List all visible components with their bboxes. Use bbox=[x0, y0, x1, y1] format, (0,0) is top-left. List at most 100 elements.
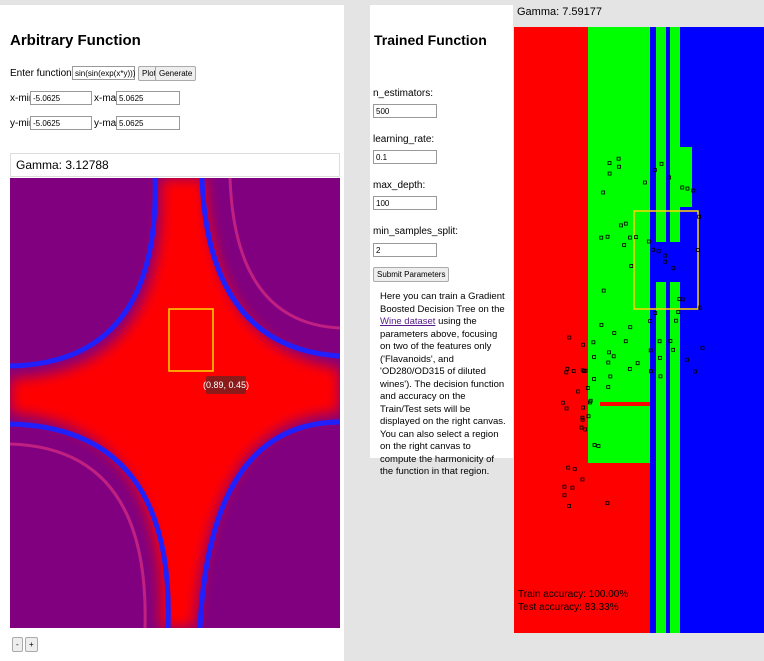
text: using the parameters above, focusing on … bbox=[380, 316, 506, 477]
label: max_depth: bbox=[373, 180, 426, 191]
point bbox=[617, 164, 621, 169]
point bbox=[607, 350, 611, 355]
point bbox=[592, 377, 596, 381]
point bbox=[579, 425, 584, 430]
point bbox=[583, 427, 587, 432]
point bbox=[680, 185, 685, 190]
min-samples-split-input[interactable]: 2 bbox=[373, 243, 437, 257]
point bbox=[697, 214, 701, 219]
text: Here you can train a Gradient Boosted De… bbox=[380, 291, 505, 315]
learning-rate-input[interactable]: 0.1 bbox=[373, 150, 437, 164]
point bbox=[623, 221, 628, 226]
xmax-input[interactable]: 5.0625 bbox=[116, 91, 180, 105]
train-accuracy: Train accuracy: 100.00% bbox=[518, 589, 628, 600]
zoom-in-button[interactable]: + bbox=[25, 637, 38, 652]
region bbox=[670, 27, 680, 633]
point bbox=[567, 504, 571, 508]
point bbox=[696, 248, 700, 252]
point bbox=[607, 171, 612, 176]
point bbox=[599, 322, 604, 327]
link[interactable]: Wine dataset bbox=[380, 316, 436, 327]
point bbox=[607, 161, 612, 166]
point bbox=[581, 342, 585, 347]
function-canvas[interactable]: (0.89, 0.45) bbox=[10, 178, 340, 628]
point bbox=[674, 318, 678, 323]
point bbox=[611, 354, 616, 359]
ymax-input[interactable]: 5.0625 bbox=[116, 116, 180, 130]
point bbox=[576, 389, 580, 394]
point bbox=[580, 477, 585, 482]
label: y-min: bbox=[10, 118, 38, 129]
decision-canvas[interactable]: Train accuracy: 100.00% Test accuracy: 8… bbox=[514, 27, 764, 633]
point bbox=[628, 325, 633, 330]
tooltip-text: (0.89, 0.45) bbox=[203, 380, 249, 390]
xmin-input[interactable]: -5.0625 bbox=[30, 91, 92, 105]
submit-button[interactable]: Submit Parameters bbox=[373, 267, 450, 282]
point bbox=[562, 493, 567, 498]
gamma-label: Gamma: 7.59177 bbox=[517, 6, 602, 18]
region bbox=[656, 27, 666, 633]
n-estimators-input[interactable]: 500 bbox=[373, 104, 437, 118]
point bbox=[671, 266, 676, 271]
point bbox=[585, 386, 590, 390]
point bbox=[565, 366, 570, 371]
point bbox=[635, 361, 640, 366]
point bbox=[659, 161, 664, 166]
scatter-points bbox=[560, 156, 705, 508]
point bbox=[560, 400, 565, 405]
point bbox=[656, 249, 661, 254]
point bbox=[627, 367, 632, 371]
selection-box bbox=[633, 210, 699, 310]
point bbox=[580, 415, 585, 420]
point bbox=[651, 247, 655, 252]
point bbox=[668, 339, 673, 343]
middle-panel: Trained Function n_estimators: 500 learn… bbox=[370, 5, 513, 477]
point bbox=[608, 374, 613, 379]
point bbox=[700, 345, 705, 350]
point bbox=[663, 253, 667, 258]
point bbox=[658, 374, 663, 379]
point bbox=[646, 239, 651, 244]
selection-box bbox=[168, 308, 214, 372]
point bbox=[588, 398, 593, 403]
label: y-max: bbox=[94, 118, 124, 129]
label: Enter function f(x, y): bbox=[10, 68, 103, 79]
generate-button[interactable]: Generate bbox=[155, 66, 197, 81]
point bbox=[567, 335, 572, 340]
point bbox=[580, 417, 585, 422]
point bbox=[629, 264, 634, 268]
point bbox=[657, 339, 662, 344]
point bbox=[648, 319, 653, 323]
point bbox=[591, 340, 596, 345]
label: n_estimators: bbox=[373, 88, 434, 99]
point bbox=[564, 406, 569, 411]
point bbox=[586, 414, 591, 419]
point bbox=[596, 444, 601, 448]
point bbox=[691, 188, 696, 193]
label: learning_rate: bbox=[373, 134, 435, 145]
point bbox=[599, 235, 604, 240]
point bbox=[564, 370, 569, 375]
point bbox=[582, 369, 586, 373]
ymin-input[interactable]: -5.0625 bbox=[30, 116, 92, 130]
point bbox=[693, 369, 697, 374]
point bbox=[653, 311, 658, 316]
point bbox=[649, 369, 653, 374]
left-panel: Arbitrary Function Enter function f(x, y… bbox=[0, 5, 344, 661]
point bbox=[601, 288, 606, 293]
gamma-box: Gamma: 3.12788 bbox=[10, 153, 340, 177]
point bbox=[572, 467, 577, 472]
point bbox=[562, 484, 567, 489]
point bbox=[623, 339, 628, 344]
point bbox=[663, 259, 668, 264]
function-input[interactable]: sin(sin(exp(x*y))) bbox=[72, 66, 135, 80]
zoom-out-button[interactable]: - bbox=[12, 637, 23, 652]
max-depth-input[interactable]: 100 bbox=[373, 196, 437, 210]
point bbox=[605, 234, 610, 239]
title: Trained Function bbox=[374, 32, 487, 48]
description: Here you can train a Gradient Boosted De… bbox=[380, 291, 508, 479]
contours bbox=[10, 178, 340, 628]
point bbox=[622, 243, 627, 247]
label: x-max: bbox=[94, 93, 124, 104]
point bbox=[616, 156, 621, 161]
